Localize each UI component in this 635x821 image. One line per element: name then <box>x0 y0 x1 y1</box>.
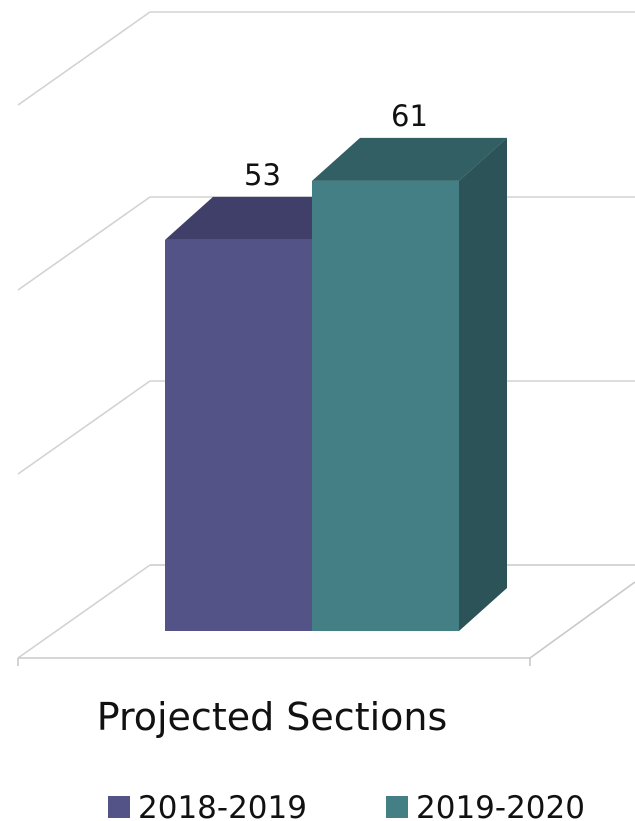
data-label-2019-2020: 61 <box>391 99 428 133</box>
side-gridline-60 <box>17 11 151 106</box>
side-gridline-40 <box>17 196 151 291</box>
chart-bars <box>165 137 507 632</box>
category-label: Projected Sections <box>97 695 448 739</box>
legend-swatch-2018-2019 <box>108 796 130 818</box>
data-label-2018-2019: 53 <box>244 158 281 192</box>
side-gridline-0 <box>17 564 151 659</box>
chart-data-labels: 53 61 <box>244 99 428 192</box>
side-gridline-20 <box>17 380 151 475</box>
legend-label-2019-2020: 2019-2020 <box>416 790 585 821</box>
bar-2019-2020 <box>312 137 507 631</box>
chart-legend: 2018-2019 2019-2020 <box>108 790 585 821</box>
bar-front-2018-2019 <box>165 239 312 632</box>
legend-label-2018-2019: 2018-2019 <box>138 790 307 821</box>
bar-top-2019-2020 <box>312 137 507 181</box>
floor-front-edge <box>17 581 635 666</box>
bar-2018-2019 <box>165 196 360 632</box>
bar-front-2019-2020 <box>312 180 459 631</box>
bar-side-2019-2020 <box>459 137 507 631</box>
bar-top-2018-2019 <box>165 196 360 240</box>
legend-swatch-2019-2020 <box>386 796 408 818</box>
